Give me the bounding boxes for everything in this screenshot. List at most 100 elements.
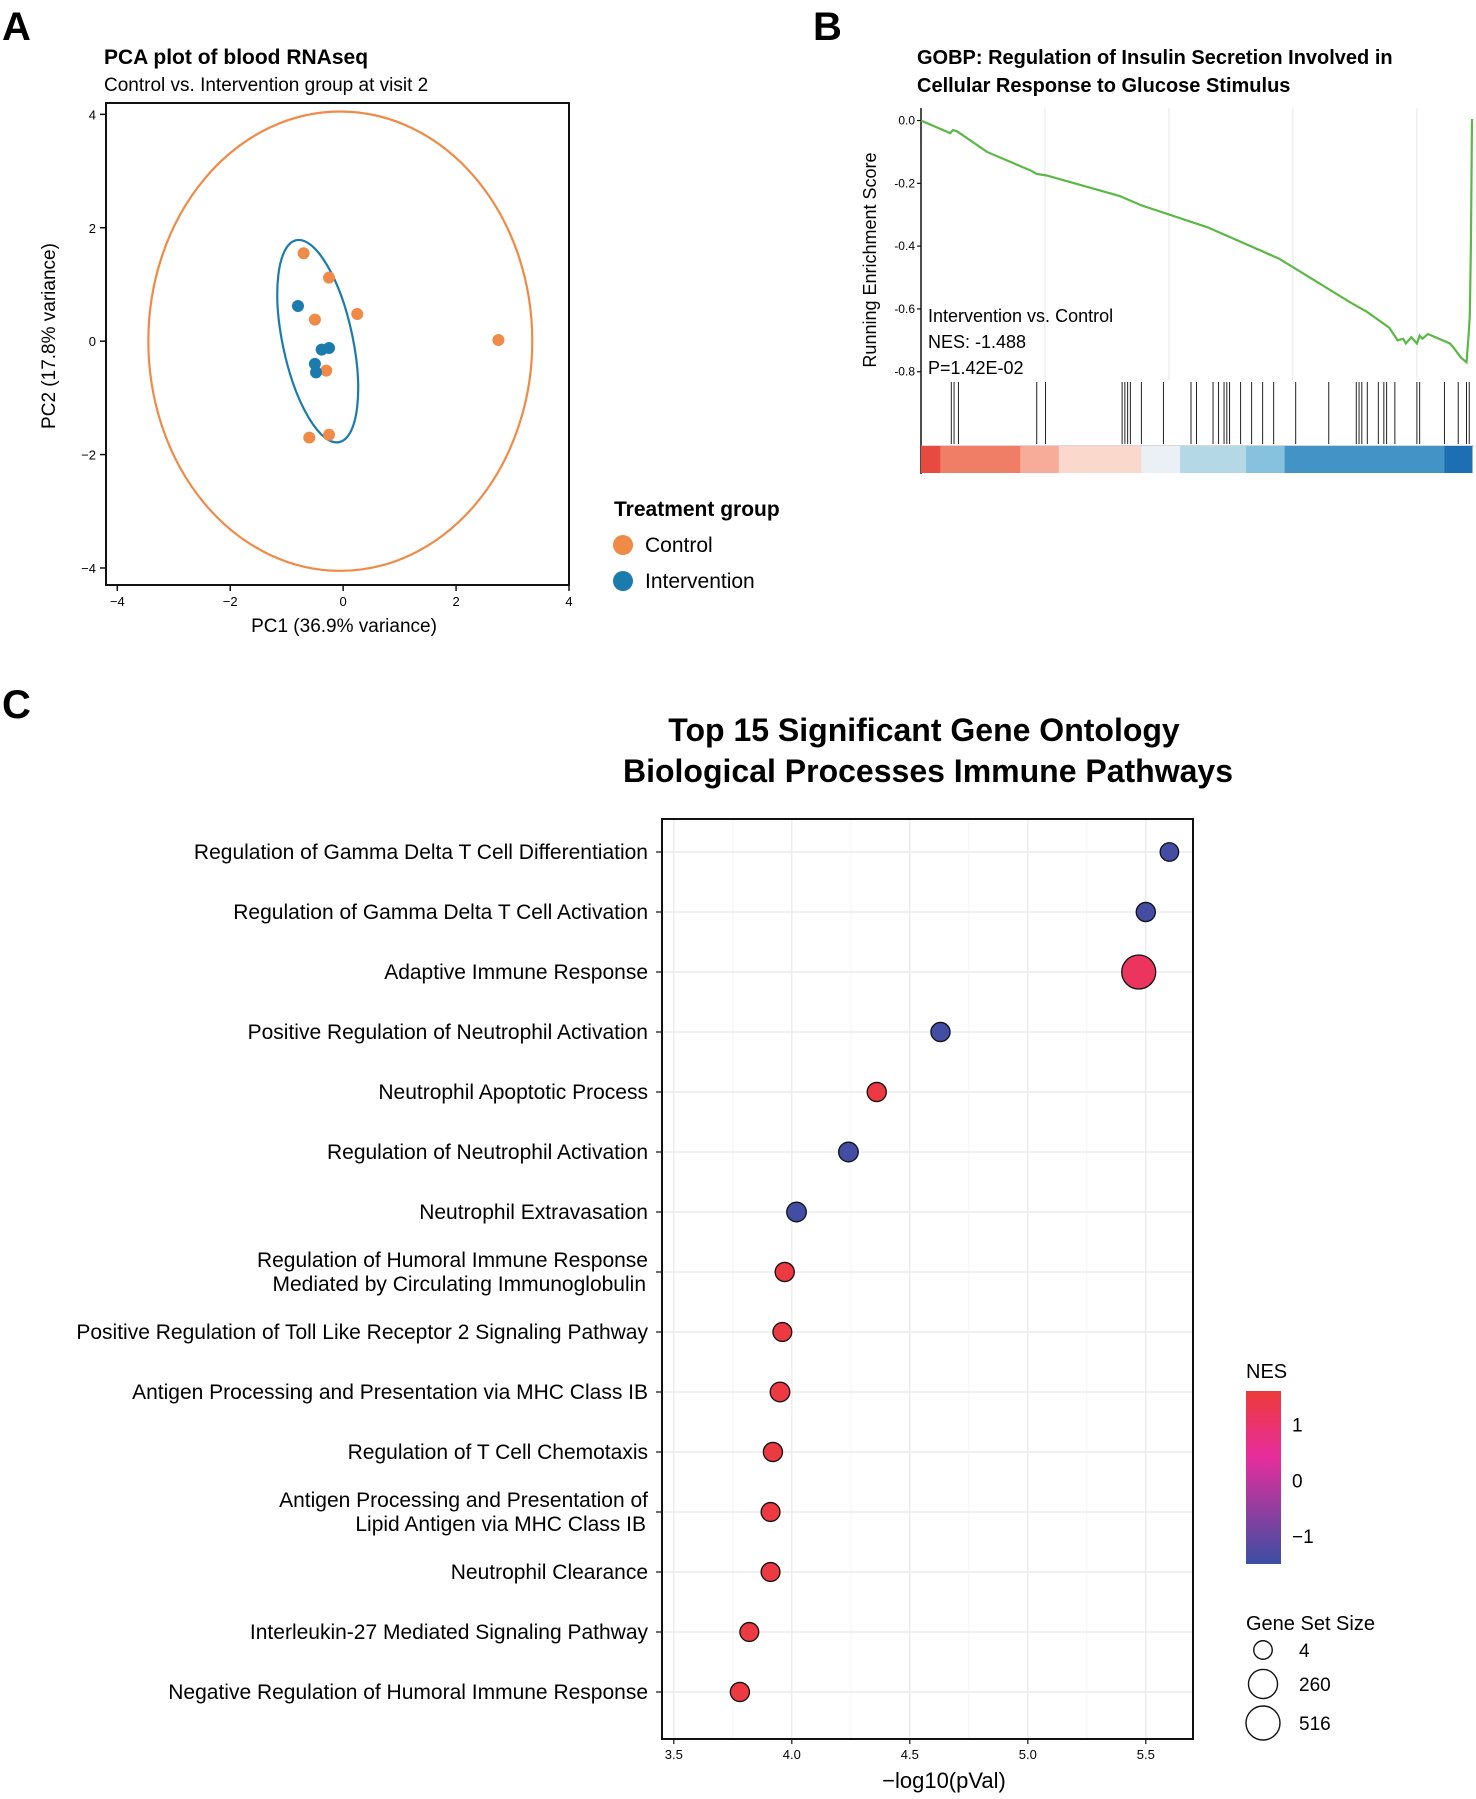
go-pathway-label: Neutrophil Extravasation: [419, 1201, 648, 1224]
pca-x-axis-label: PC1 (36.9% variance): [251, 616, 437, 637]
go-size-legend: Gene Set Size 4 260 516: [1245, 1613, 1375, 1741]
gsea-y-axis-label: Running Enrichment Score: [860, 152, 880, 367]
pca-y-tick-label: 0: [89, 334, 96, 349]
go-dot: [1159, 842, 1180, 862]
go-pathway-label: Antigen Processing and Presentation via …: [132, 1381, 648, 1404]
go-dot: [760, 1501, 781, 1523]
pca-y-axis-label: PC2 (17.8% variance): [39, 243, 60, 429]
gsea-annotation-nes: NES: -1.488: [928, 332, 1026, 352]
pca-x-tick-label: 0: [340, 594, 347, 609]
pca-point-control: [303, 431, 316, 444]
gsea-title-line-1: GOBP: Regulation of Insulin Secretion In…: [917, 47, 1393, 69]
pca-point-control: [308, 313, 321, 326]
go-pathway-label: Regulation of Gamma Delta T Cell Activat…: [233, 901, 648, 924]
go-dot: [1121, 954, 1157, 990]
go-pathway-label: Adaptive Immune Response: [384, 961, 648, 984]
gsea-rank-band: [1020, 446, 1060, 473]
pca-ellipses: [147, 110, 534, 572]
panel-letter-b: B: [813, 5, 842, 49]
go-axis-ticks: 3.5 4.0 4.5 5.0 5.5: [656, 851, 1155, 1762]
nes-legend-ticks: 1 0 −1: [1281, 1415, 1314, 1548]
gsea-y-tick-label: -0.8: [894, 365, 915, 379]
go-pathway-label: Interleukin-27 Mediated Signaling Pathwa…: [250, 1621, 649, 1644]
gsea-y-tick-label: -0.2: [894, 176, 915, 190]
go-dot: [762, 1441, 784, 1463]
go-dot: [774, 1261, 795, 1283]
go-title-line-2: Biological Processes Immune Pathways: [623, 753, 1233, 789]
pca-title: PCA plot of blood RNAseq: [104, 46, 368, 69]
gsea-running-score-line: [920, 118, 1474, 365]
go-pathway-label: Neutrophil Apoptotic Process: [378, 1081, 648, 1104]
size-legend-circle: [1245, 1705, 1281, 1741]
go-plot-frame: [661, 818, 1194, 1740]
pca-point-control: [323, 428, 336, 441]
go-dot: [769, 1381, 791, 1403]
go-pathway-label: Positive Regulation of Neutrophil Activa…: [248, 1021, 648, 1044]
pca-y-tick-label: 2: [89, 221, 96, 236]
pca-axis-ticks: −4 −2 0 2 4 −4 −2 0 2 4: [81, 107, 572, 609]
panel-letter-a: A: [2, 5, 31, 49]
gsea-y-tick-label: -0.6: [894, 302, 915, 316]
pca-point-control: [351, 307, 364, 320]
go-x-tick-label: 5.5: [1137, 1747, 1155, 1762]
go-pathway-label: Negative Regulation of Humoral Immune Re…: [168, 1681, 648, 1704]
gsea-rank-band: [1141, 446, 1181, 473]
pca-y-tick-label: −4: [81, 561, 96, 576]
go-nes-legend: NES 1 0 −1: [1246, 1361, 1314, 1564]
pca-point-control: [320, 364, 333, 377]
go-dots: [729, 842, 1180, 1703]
gsea-rank-band: [921, 446, 941, 473]
pca-point-intervention: [323, 341, 336, 354]
pca-point-control: [492, 334, 505, 347]
pca-point-intervention: [310, 366, 323, 379]
panel-letter-c: C: [2, 683, 31, 727]
pca-legend-label-control: Control: [645, 534, 713, 557]
go-pathway-label: Neutrophil Clearance: [451, 1561, 648, 1584]
size-legend-label: 516: [1299, 1714, 1331, 1735]
size-legend-label: 260: [1299, 1675, 1331, 1696]
go-title-line-1: Top 15 Significant Gene Ontology: [668, 712, 1180, 748]
nes-tick-label: 0: [1292, 1471, 1303, 1492]
gsea-annotation-comparison: Intervention vs. Control: [928, 306, 1113, 326]
go-dot: [760, 1561, 781, 1583]
gsea-annotation-pvalue: P=1.42E-02: [928, 358, 1024, 378]
pca-legend-swatch-intervention: [613, 571, 633, 591]
pca-ellipse-control: [147, 110, 534, 572]
go-x-tick-label: 4.0: [783, 1747, 801, 1762]
go-pathway-label: Regulation of Humoral Immune Response: [257, 1249, 648, 1272]
gsea-rank-band: [940, 446, 1021, 473]
pca-x-tick-label: −2: [223, 594, 238, 609]
go-pathway-label: Regulation of Neutrophil Activation: [327, 1141, 648, 1164]
go-x-tick-label: 3.5: [665, 1747, 683, 1762]
pca-legend-title: Treatment group: [614, 498, 780, 521]
gsea-rank-band: [1444, 446, 1473, 473]
pca-x-tick-label: 4: [565, 594, 572, 609]
pca-point-control: [297, 247, 310, 260]
pca-point-control: [323, 271, 336, 284]
go-dot: [930, 1021, 951, 1043]
go-pathway-labels: Regulation of Gamma Delta T Cell Differe…: [76, 841, 648, 1704]
gsea-title-line-2: Cellular Response to Glucose Stimulus: [917, 75, 1290, 97]
size-legend-label: 4: [1299, 1641, 1310, 1662]
go-pathway-label: Regulation of T Cell Chemotaxis: [348, 1441, 648, 1464]
go-pathway-label: Mediated by Circulating Immunoglobulin: [272, 1273, 646, 1296]
pca-legend: Treatment group Control Intervention: [613, 498, 780, 593]
go-x-tick-label: 4.5: [901, 1747, 919, 1762]
nes-tick-label: 1: [1292, 1415, 1303, 1436]
gsea-rank-color-bar: [921, 446, 1473, 473]
pca-subtitle: Control vs. Intervention group at visit …: [104, 75, 428, 96]
pca-x-tick-label: −4: [110, 594, 125, 609]
go-x-axis-label: −log10(pVal): [882, 1768, 1006, 1793]
pca-panel: PCA plot of blood RNAseq Control vs. Int…: [39, 46, 780, 637]
go-dot: [786, 1201, 807, 1223]
nes-tick-label: −1: [1292, 1527, 1314, 1548]
go-panel: Top 15 Significant Gene Ontology Biologi…: [76, 712, 1375, 1793]
go-x-tick-label: 5.0: [1019, 1747, 1037, 1762]
pca-ellipse-intervention: [276, 238, 360, 444]
go-pathway-label: Positive Regulation of Toll Like Recepto…: [76, 1321, 648, 1344]
gsea-axis-ticks: 0.0 -0.2 -0.4 -0.6 -0.8: [894, 114, 921, 379]
go-dot: [772, 1321, 793, 1343]
gsea-hit-marks: [950, 382, 1470, 444]
pca-x-tick-label: 2: [452, 594, 459, 609]
